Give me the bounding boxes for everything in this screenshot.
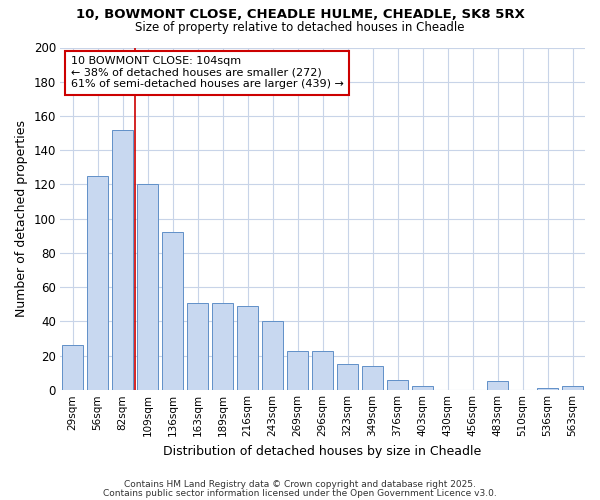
Text: 10, BOWMONT CLOSE, CHEADLE HULME, CHEADLE, SK8 5RX: 10, BOWMONT CLOSE, CHEADLE HULME, CHEADL… [76,8,524,20]
Bar [412,386,433,390]
Bar [562,386,583,390]
X-axis label: Distribution of detached houses by size in Cheadle: Distribution of detached houses by size … [163,444,482,458]
Text: Contains HM Land Registry data © Crown copyright and database right 2025.: Contains HM Land Registry data © Crown c… [124,480,476,489]
Bar [187,302,208,390]
Text: 10 BOWMONT CLOSE: 104sqm
← 38% of detached houses are smaller (272)
61% of semi-: 10 BOWMONT CLOSE: 104sqm ← 38% of detach… [71,56,343,90]
Bar [237,306,258,390]
Bar [387,380,408,390]
Bar [137,184,158,390]
Bar [262,322,283,390]
Bar [62,346,83,390]
Bar [537,388,558,390]
Bar [87,176,108,390]
Bar [112,130,133,390]
Bar [487,382,508,390]
Bar [337,364,358,390]
Bar [212,302,233,390]
Bar [362,366,383,390]
Bar [162,232,183,390]
Bar [312,350,333,390]
Bar [287,350,308,390]
Text: Contains public sector information licensed under the Open Government Licence v3: Contains public sector information licen… [103,488,497,498]
Y-axis label: Number of detached properties: Number of detached properties [15,120,28,317]
Text: Size of property relative to detached houses in Cheadle: Size of property relative to detached ho… [135,21,465,34]
